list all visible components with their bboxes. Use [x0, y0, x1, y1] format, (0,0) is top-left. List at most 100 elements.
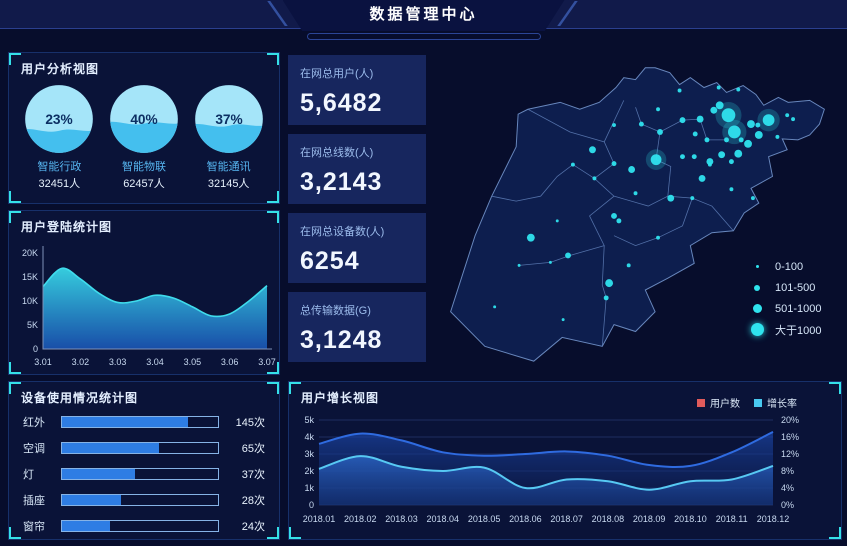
map-bubble[interactable]: [744, 139, 752, 148]
map-bubble[interactable]: [706, 158, 714, 166]
login-y-tick: 5K: [27, 320, 38, 330]
bar-row[interactable]: 插座 28次: [23, 494, 265, 507]
liquid-gauge: 23%: [25, 85, 94, 153]
map-bubble[interactable]: [628, 166, 636, 173]
map-bubble[interactable]: [729, 187, 734, 192]
map-legend-item-501-1000[interactable]: 501-1000: [749, 298, 822, 319]
map-bubble[interactable]: [727, 125, 741, 139]
map-bubble[interactable]: [565, 252, 571, 259]
map-bubble[interactable]: [710, 106, 718, 114]
bubble-size-icon: [754, 284, 760, 291]
gauge-group: 23% 智能行政 32451人 40% 智能物联 62457人: [9, 81, 279, 191]
stat-label: 在网总线数(人): [300, 147, 374, 159]
map-bubble[interactable]: [715, 101, 724, 110]
map-bubble[interactable]: [750, 196, 755, 201]
bar-row[interactable]: 灯 37次: [23, 468, 265, 481]
bar-value-label: 37次: [241, 469, 265, 481]
map-bubble[interactable]: [603, 295, 609, 301]
map-bubble[interactable]: [754, 130, 763, 139]
map-bubble[interactable]: [736, 87, 741, 92]
bar-value-label: 65次: [241, 443, 265, 455]
bar-category-label: 空调: [23, 443, 45, 455]
map-bubble[interactable]: [747, 120, 755, 129]
map-bubble[interactable]: [721, 108, 736, 123]
map-bubble[interactable]: [718, 151, 726, 159]
gauge-smart-admin: 23% 智能行政 32451人: [18, 83, 100, 191]
bar-track: [61, 494, 219, 506]
growth-x-tick: 2018.02: [344, 514, 377, 524]
map-bubble[interactable]: [592, 176, 597, 181]
map-bubble[interactable]: [611, 212, 617, 219]
map-bubble[interactable]: [677, 88, 682, 93]
map-bubble[interactable]: [589, 146, 596, 154]
map-bubble[interactable]: [691, 154, 697, 160]
map-bubble[interactable]: [626, 263, 631, 268]
map-bubble[interactable]: [690, 196, 695, 201]
map-bubble[interactable]: [493, 305, 497, 309]
region-map[interactable]: [433, 48, 841, 374]
map-bubble[interactable]: [526, 233, 535, 242]
map-bubble[interactable]: [728, 159, 734, 165]
map-bubble[interactable]: [698, 174, 706, 182]
map-bubble[interactable]: [555, 219, 559, 223]
map-legend-item-101-500[interactable]: 101-500: [749, 277, 822, 298]
map-bubble[interactable]: [680, 154, 685, 160]
growth-x-tick: 2018.10: [674, 514, 707, 524]
map-bubble[interactable]: [704, 137, 710, 143]
legend-item-users[interactable]: 用户数: [697, 395, 740, 410]
page-title: 数据管理中心: [369, 6, 478, 23]
bar-row[interactable]: 空调 65次: [23, 442, 265, 455]
map-bubble[interactable]: [775, 134, 780, 139]
map-bubble[interactable]: [785, 113, 790, 118]
map-bubble[interactable]: [570, 162, 575, 167]
map-bubble[interactable]: [696, 115, 704, 123]
map-bubble[interactable]: [612, 123, 616, 128]
gauge-smart-comm: 37% 智能通讯 32145人: [188, 83, 270, 191]
map-bubble[interactable]: [638, 121, 644, 127]
map-bubble[interactable]: [667, 194, 675, 202]
login-x-tick: 3.06: [221, 357, 239, 367]
map-legend-item-gt-1000[interactable]: 大于1000: [749, 319, 822, 340]
map-bubble[interactable]: [734, 149, 743, 158]
map-bubble[interactable]: [656, 235, 660, 240]
growth-x-tick: 2018.06: [509, 514, 542, 524]
map-legend-item-0-100[interactable]: 0-100: [749, 256, 822, 277]
map-bubble[interactable]: [716, 85, 721, 90]
map-bubble[interactable]: [692, 131, 698, 137]
map-bubble[interactable]: [762, 114, 775, 127]
bar-fill: [62, 495, 122, 505]
growth-left-tick: 3k: [304, 449, 314, 459]
bar-row[interactable]: 窗帘 24次: [23, 520, 265, 533]
map-bubble[interactable]: [755, 122, 761, 128]
map-bubble[interactable]: [561, 318, 565, 322]
login-area-fill: [43, 268, 267, 349]
growth-right-tick: 12%: [781, 449, 799, 459]
map-bubble[interactable]: [656, 107, 660, 112]
bar-track: [61, 520, 219, 532]
map-outline: [450, 67, 825, 362]
map-bubble[interactable]: [650, 154, 662, 166]
legend-item-growth-rate[interactable]: 增长率: [754, 395, 797, 410]
device-bar-chart: 红外 145次 空调 65次灯 37次插座 28次窗帘 24次: [9, 410, 279, 533]
map-bubble[interactable]: [548, 260, 552, 264]
login-y-tick: 15K: [22, 272, 38, 282]
map-bubble[interactable]: [611, 161, 617, 167]
map-bubble[interactable]: [616, 218, 622, 224]
map-bubble[interactable]: [738, 137, 744, 143]
map-bubble[interactable]: [657, 129, 663, 135]
map-bubble[interactable]: [633, 191, 638, 196]
growth-x-tick: 2018.03: [385, 514, 418, 524]
map-bubble[interactable]: [679, 117, 686, 124]
stat-label: 在网总用户(人): [300, 68, 374, 80]
map-bubble[interactable]: [707, 162, 712, 167]
map-bubble[interactable]: [605, 279, 614, 288]
bar-fill: [62, 443, 159, 453]
gauge-wave: [25, 129, 94, 153]
stats-column: 在网总用户(人) 5,6482 在网总线数(人) 3,2143 在网总设备数(人…: [288, 55, 426, 371]
bar-value-label: 28次: [241, 495, 265, 507]
map-bubble[interactable]: [724, 137, 729, 143]
bar-row[interactable]: 红外 145次: [23, 416, 265, 429]
map-bubble[interactable]: [791, 117, 796, 122]
liquid-gauge: 37%: [194, 85, 263, 153]
map-bubble[interactable]: [517, 263, 521, 267]
